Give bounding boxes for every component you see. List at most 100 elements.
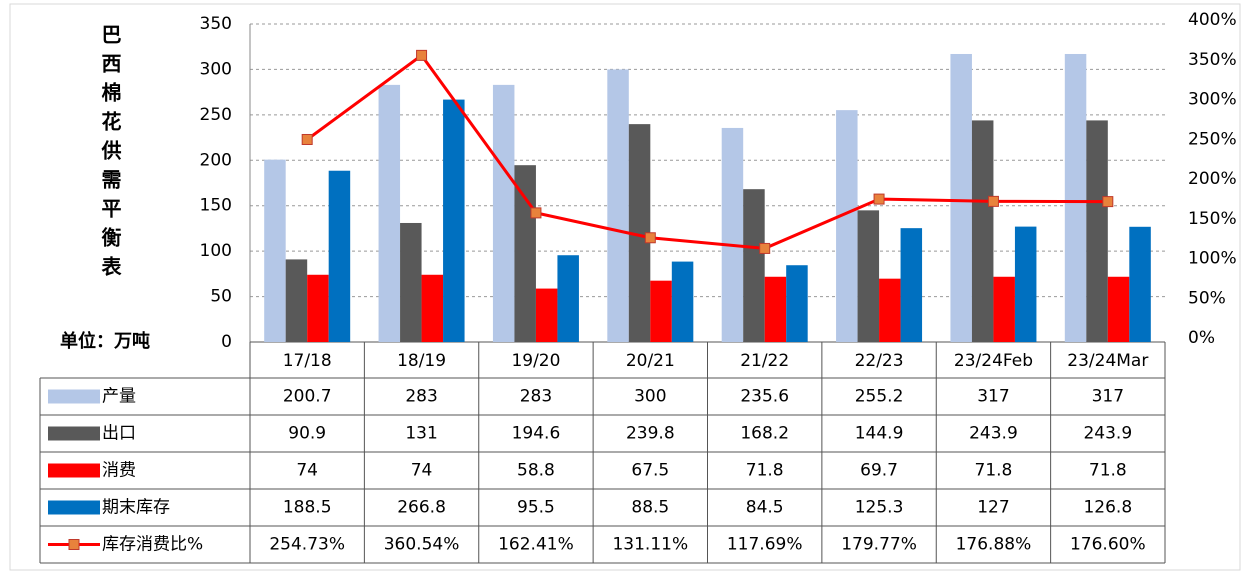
bar	[1014, 226, 1037, 342]
y-tick-label: 300	[200, 59, 232, 79]
y-tick-label: 350	[200, 14, 232, 34]
x-tick-label: 22/23	[855, 351, 904, 371]
bar	[671, 261, 694, 342]
line-marker	[987, 195, 999, 207]
line-marker	[301, 133, 313, 145]
bar	[535, 288, 558, 342]
x-tick-label: 18/19	[397, 351, 446, 371]
table-cell: 71.8	[1089, 461, 1127, 481]
y2-tick-label: 150%	[1188, 209, 1237, 229]
table-cell: 74	[411, 461, 433, 481]
table-cell: 168.2	[740, 424, 789, 444]
table-cell: 162.41%	[498, 535, 574, 555]
table-cell: 74	[296, 461, 318, 481]
x-tick-label: 19/20	[511, 351, 560, 371]
line	[306, 53, 1108, 250]
table-cell: 243.9	[969, 424, 1018, 444]
table-cell: 131	[405, 424, 437, 444]
bar	[628, 124, 651, 342]
table-cell: 254.73%	[269, 535, 345, 555]
legend-label: 库存消费比%	[102, 535, 203, 555]
line-marker	[873, 193, 885, 205]
bar	[328, 170, 351, 342]
y2-tick-label: 50%	[1188, 288, 1226, 308]
bar	[421, 274, 444, 342]
bar	[285, 259, 308, 342]
line-marker	[1102, 196, 1114, 208]
bar	[836, 110, 858, 342]
x-tick-label: 21/22	[740, 351, 789, 371]
unit-label: 单位：万吨	[60, 330, 150, 352]
y2-tick-label: 250%	[1188, 129, 1237, 149]
table-cell: 179.77%	[841, 535, 917, 555]
bar	[764, 276, 787, 342]
y-tick-label: 0	[221, 332, 232, 352]
y-tick-label: 50	[210, 287, 232, 307]
bar	[857, 210, 880, 342]
y-tick-label: 200	[200, 150, 232, 170]
legend-label: 出口	[102, 424, 136, 444]
bar	[492, 84, 515, 343]
bar	[650, 280, 672, 342]
table-cell: 84.5	[746, 498, 784, 518]
y2-tick-label: 350%	[1188, 50, 1237, 70]
table-cell: 243.9	[1083, 424, 1132, 444]
legend-swatch	[48, 426, 100, 441]
y2-tick-label: 200%	[1188, 169, 1237, 189]
table-cell: 317	[977, 387, 1009, 407]
legend-swatch	[48, 463, 100, 478]
table-cell: 69.7	[860, 461, 898, 481]
chart-border	[9, 3, 1241, 571]
bar	[607, 69, 629, 342]
bar	[900, 228, 923, 342]
y2-tick-label: 0%	[1188, 328, 1215, 348]
line-marker	[644, 232, 656, 244]
bar	[1107, 276, 1130, 342]
bar	[879, 278, 901, 342]
table-cell: 88.5	[631, 498, 669, 518]
table-cell: 131.11%	[612, 535, 688, 555]
bar	[1064, 53, 1087, 343]
table-cell: 125.3	[855, 498, 904, 518]
y-tick-label: 100	[200, 241, 232, 261]
legend-label: 期末库存	[102, 498, 170, 518]
table-cell: 188.5	[283, 498, 332, 518]
table-cell: 67.5	[631, 461, 669, 481]
table-cell: 283	[520, 387, 552, 407]
table-cell: 126.8	[1083, 498, 1132, 518]
y2-tick-label: 100%	[1188, 249, 1237, 269]
table-cell: 117.69%	[727, 535, 803, 555]
table-cell: 176.88%	[956, 535, 1032, 555]
bar	[557, 255, 579, 342]
bar	[786, 265, 808, 342]
line-marker	[759, 242, 771, 254]
bar	[443, 99, 465, 342]
table-cell: 58.8	[517, 461, 555, 481]
bar	[1129, 226, 1151, 342]
table-cell: 90.9	[288, 424, 326, 444]
table-cell: 283	[405, 387, 437, 407]
bar	[950, 53, 972, 343]
x-tick-label: 23/24Mar	[1067, 351, 1148, 371]
legend-label: 消费	[102, 461, 136, 481]
legend-marker	[68, 539, 80, 550]
bar	[378, 84, 401, 343]
table-cell: 176.60%	[1070, 535, 1146, 555]
table-cell: 360.54%	[384, 535, 460, 555]
table-cell: 235.6	[740, 387, 789, 407]
y-tick-label: 250	[200, 105, 232, 125]
legend-swatch	[48, 389, 100, 404]
x-tick-label: 20/21	[626, 351, 675, 371]
x-tick-label: 17/18	[283, 351, 332, 371]
table-cell: 71.8	[746, 461, 784, 481]
line-marker	[530, 207, 542, 219]
table-cell: 300	[634, 387, 666, 407]
table-cell: 239.8	[626, 424, 675, 444]
y2-tick-label: 300%	[1188, 90, 1237, 110]
table-cell: 200.7	[283, 387, 332, 407]
table-cell: 255.2	[855, 387, 904, 407]
bar	[400, 222, 422, 342]
line-marker	[416, 49, 428, 61]
